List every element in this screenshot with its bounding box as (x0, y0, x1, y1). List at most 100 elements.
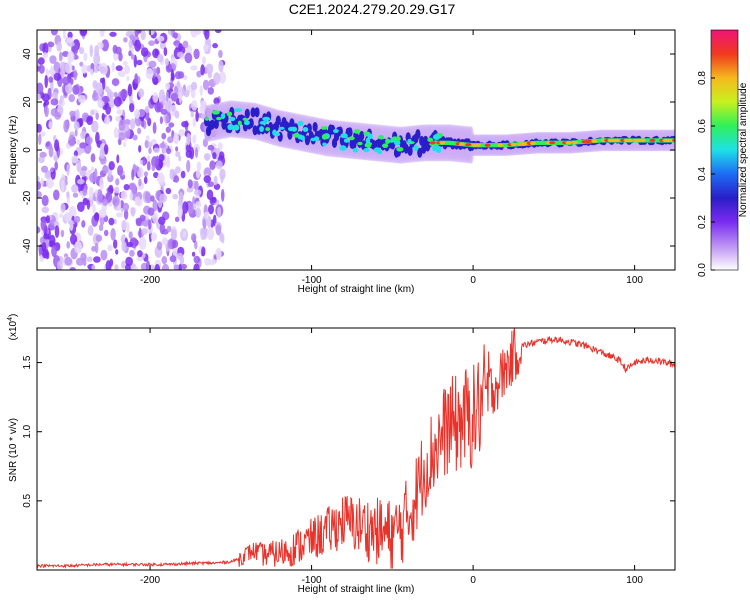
noise-blob (145, 213, 149, 221)
noise-blob (155, 155, 160, 166)
noise-blob (174, 110, 180, 119)
noise-blob (176, 252, 184, 260)
noise-blob (93, 52, 101, 66)
noise-blob (182, 201, 189, 214)
noise-blob (159, 142, 166, 149)
snr-x-label: Height of straight line (km) (298, 584, 415, 595)
noise-blob (95, 234, 103, 242)
noise-blob (144, 139, 149, 149)
noise-blob (195, 207, 201, 218)
x-tick-label: -200 (140, 575, 160, 586)
noise-blob (123, 37, 128, 43)
noise-blob (68, 206, 77, 219)
noise-blob (203, 153, 211, 161)
y-tick-label: 1.0 (22, 424, 33, 438)
noise-blob (157, 54, 164, 63)
ridge-core (250, 107, 256, 118)
noise-blob (123, 208, 129, 220)
noise-blob (168, 122, 175, 128)
x-tick-label: -200 (140, 275, 160, 286)
noise-blob (176, 51, 184, 58)
ridge-core (359, 130, 365, 141)
noise-blob (38, 156, 45, 164)
noise-blob (184, 52, 193, 64)
noise-blob (53, 72, 61, 81)
noise-blob (207, 87, 214, 95)
ridge-peak (297, 120, 304, 126)
noise-blob (150, 138, 157, 145)
noise-blob (72, 84, 80, 95)
ridge-peak (364, 142, 372, 148)
ridge-peak (321, 133, 328, 140)
noise-blob (201, 246, 206, 257)
noise-blob (166, 147, 172, 155)
ridge-core (347, 127, 353, 138)
noise-blob (128, 50, 132, 57)
noise-blob (202, 218, 206, 230)
noise-blob (190, 30, 198, 38)
snr-scale-base: (x10 (8, 320, 19, 340)
noise-blob (220, 233, 225, 244)
noise-blob (161, 132, 167, 140)
noise-blob (129, 34, 134, 41)
ridge-peak (244, 120, 250, 126)
noise-blob (159, 193, 167, 203)
noise-blob (156, 66, 161, 75)
noise-blob (50, 167, 54, 173)
noise-blob (64, 61, 73, 74)
noise-blob (180, 170, 186, 179)
noise-blob (154, 102, 162, 113)
noise-blob (140, 30, 146, 41)
ridge-core (304, 135, 310, 146)
noise-blob (160, 108, 168, 115)
noise-blob (85, 136, 93, 145)
noise-blob (215, 224, 222, 236)
noise-blob (182, 40, 189, 49)
noise-blob (90, 68, 94, 76)
noise-blob (62, 30, 66, 40)
ridge-max (510, 143, 517, 147)
noise-blob (128, 39, 133, 48)
x-tick-label: 0 (470, 575, 476, 586)
noise-blob (74, 241, 83, 254)
noise-blob (143, 176, 148, 184)
noise-blob (41, 195, 49, 207)
noise-blob (99, 66, 107, 74)
noise-blob (193, 189, 202, 196)
noise-blob (165, 126, 171, 133)
noise-blob (71, 184, 79, 193)
snr-panel: -200 -100 0 100 0.5 1.0 1.5 Height of straigh… (7, 314, 676, 595)
ridge-peak (275, 132, 281, 137)
noise-blob (182, 74, 188, 81)
noise-blob (113, 127, 120, 139)
ridge-core (306, 123, 312, 134)
noise-blob (53, 189, 60, 201)
noise-blob (77, 201, 85, 212)
noise-blob (68, 94, 75, 103)
noise-blob (79, 47, 85, 55)
noise-blob (169, 168, 176, 175)
noise-blob (146, 135, 150, 142)
noise-blob (72, 192, 79, 198)
noise-blob (215, 247, 222, 260)
noise-blob (129, 118, 136, 130)
noise-blob (86, 65, 91, 72)
noise-blob (91, 264, 96, 270)
x-tick-label: 100 (626, 575, 643, 586)
ridge-peak (237, 120, 242, 126)
noise-blob (199, 85, 203, 96)
ridge-max (626, 138, 633, 142)
noise-blob (115, 65, 123, 72)
noise-blob (103, 144, 109, 155)
noise-blob (118, 52, 123, 62)
noise-blob (208, 259, 216, 266)
noise-blob (156, 241, 163, 251)
noise-blob (37, 123, 42, 133)
ridge-peak (432, 134, 441, 141)
noise-blob (152, 67, 157, 77)
noise-blob (81, 64, 88, 74)
noise-blob (37, 57, 45, 65)
snr-series-line (37, 328, 675, 569)
noise-blob (181, 121, 189, 128)
